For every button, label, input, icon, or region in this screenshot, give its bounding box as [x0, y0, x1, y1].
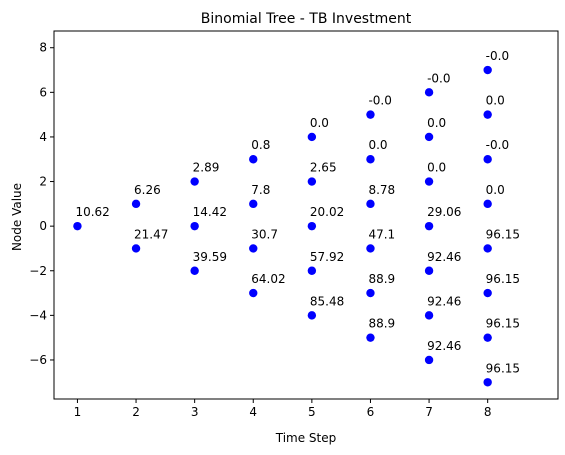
- data-label: 88.9: [368, 317, 395, 331]
- data-point: [366, 110, 375, 119]
- data-point: [307, 311, 317, 320]
- data-label: 92.46: [427, 294, 461, 308]
- x-tick-label: 1: [74, 405, 82, 419]
- data-label: 96.15: [486, 272, 520, 286]
- y-tick-label: 2: [39, 175, 47, 189]
- data-label: 2.65: [310, 161, 337, 175]
- y-axis-label: Node Value: [10, 183, 24, 251]
- data-label: 20.02: [310, 205, 344, 219]
- data-label: -0.0: [486, 49, 509, 63]
- data-point: [249, 244, 258, 253]
- data-point: [307, 132, 317, 142]
- y-axis-ticks: −6 −4 −2 0 2 4 6 8: [29, 41, 54, 367]
- data-label: 96.15: [486, 317, 520, 331]
- data-label: 0.0: [310, 116, 329, 130]
- data-point: [307, 266, 317, 275]
- data-label: 0.0: [427, 161, 446, 175]
- data-label: -0.0: [368, 94, 391, 108]
- data-label: 92.46: [427, 339, 461, 353]
- data-label: 14.42: [193, 205, 227, 219]
- data-point: [483, 65, 492, 75]
- data-label: -0.0: [427, 71, 450, 85]
- data-point: [249, 199, 258, 209]
- data-point: [483, 155, 492, 164]
- data-point: [483, 333, 492, 342]
- data-point: [73, 221, 82, 231]
- data-point: [483, 378, 492, 387]
- data-label: 6.26: [134, 183, 161, 197]
- data-point: [424, 355, 434, 365]
- y-tick-label: −6: [29, 353, 47, 367]
- data-point: [131, 244, 141, 253]
- data-label: 2.89: [193, 161, 220, 175]
- data-point: [483, 110, 492, 119]
- x-axis-ticks: 1 2 3 4 5 6 7 8: [74, 399, 492, 419]
- data-label: 21.47: [134, 227, 168, 241]
- data-point: [483, 288, 492, 298]
- data-label: 96.15: [486, 361, 520, 375]
- x-tick-label: 6: [367, 405, 375, 419]
- data-label: 64.02: [251, 272, 285, 286]
- data-point: [190, 266, 199, 275]
- data-point: [131, 199, 141, 209]
- data-label: 10.62: [75, 205, 109, 219]
- data-point: [366, 155, 375, 164]
- x-tick-label: 7: [425, 405, 433, 419]
- data-point: [424, 311, 434, 320]
- y-tick-label: 0: [39, 219, 47, 233]
- data-label: 7.8: [251, 183, 270, 197]
- data-label: 96.15: [486, 227, 520, 241]
- data-point: [424, 132, 434, 142]
- data-point: [424, 177, 434, 186]
- data-label: 39.59: [193, 250, 227, 264]
- data-point: [190, 177, 199, 186]
- data-point: [249, 288, 258, 298]
- data-point: [307, 177, 317, 186]
- data-labels: 10.62 6.26 21.47 2.89 14.42 39.59 0.8 7.8 30.7 64…: [75, 49, 520, 375]
- data-label: 0.0: [486, 94, 505, 108]
- data-points: [73, 65, 492, 387]
- y-tick-label: −4: [29, 308, 47, 322]
- x-tick-label: 4: [249, 405, 257, 419]
- x-axis-label: Time Step: [275, 431, 337, 445]
- y-tick-label: 4: [39, 130, 47, 144]
- y-tick-label: −2: [29, 264, 47, 278]
- data-point: [483, 199, 492, 209]
- data-label: 0.0: [486, 183, 505, 197]
- data-label: 88.9: [368, 272, 395, 286]
- data-label: 8.78: [368, 183, 395, 197]
- data-point: [424, 266, 434, 275]
- x-tick-label: 8: [484, 405, 492, 419]
- data-label: 29.06: [427, 205, 461, 219]
- data-point: [424, 221, 434, 231]
- data-point: [190, 221, 199, 231]
- data-label: 30.7: [251, 227, 278, 241]
- x-tick-label: 5: [308, 405, 316, 419]
- plot-frame: [53, 30, 559, 400]
- data-point: [366, 244, 375, 253]
- data-point: [424, 88, 434, 97]
- x-tick-label: 3: [191, 405, 199, 419]
- data-label: 0.0: [368, 138, 387, 152]
- data-point: [307, 221, 317, 231]
- data-point: [483, 244, 492, 253]
- plot-area: [53, 30, 559, 400]
- data-label: 85.48: [310, 294, 344, 308]
- data-point: [366, 199, 375, 209]
- data-point: [249, 155, 258, 164]
- data-label: 57.92: [310, 250, 344, 264]
- data-label: 0.8: [251, 138, 270, 152]
- data-label: -0.0: [486, 138, 509, 152]
- data-label: 0.0: [427, 116, 446, 130]
- data-point: [366, 288, 375, 298]
- y-tick-label: 6: [39, 85, 47, 99]
- data-label: 47.1: [368, 227, 395, 241]
- data-label: 92.46: [427, 250, 461, 264]
- chart-title: Binomial Tree - TB Investment: [201, 11, 412, 27]
- data-point: [366, 333, 375, 342]
- y-tick-label: 8: [39, 41, 47, 55]
- x-tick-label: 2: [132, 405, 140, 419]
